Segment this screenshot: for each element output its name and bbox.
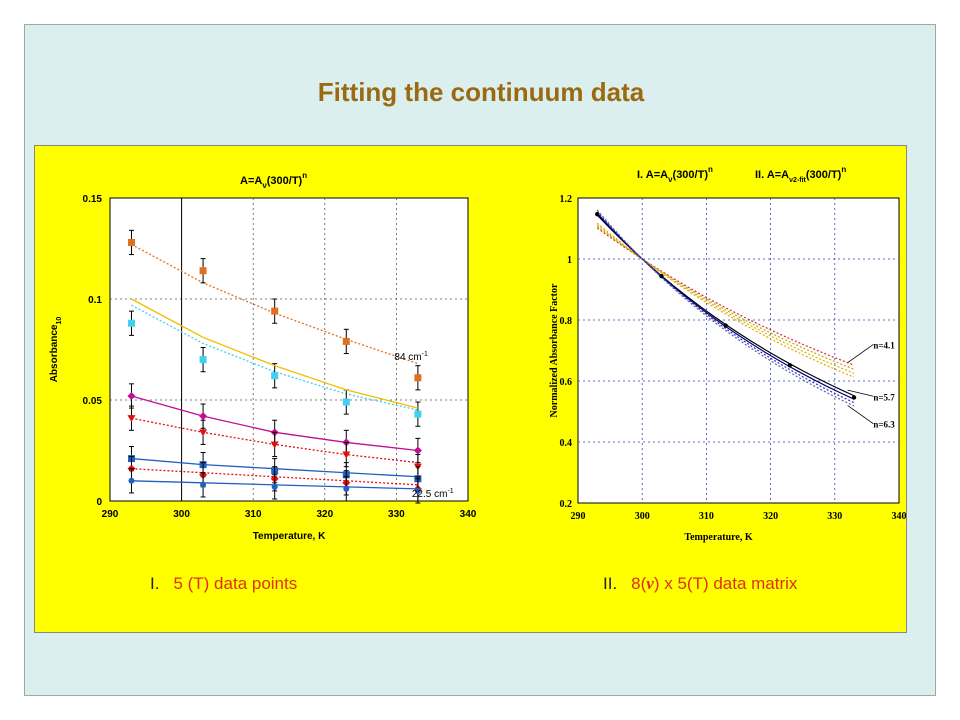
data-point <box>787 363 793 368</box>
data-point <box>199 356 207 364</box>
fit-curve <box>131 298 419 409</box>
caption-right-text-b: ) x 5(T) data matrix <box>653 574 798 593</box>
x-tick-label: 290 <box>102 509 119 520</box>
x-axis-label: Temperature, K <box>253 531 326 542</box>
y-tick-label: 0.2 <box>560 499 573 510</box>
fit-curve <box>131 304 419 411</box>
model-curve <box>596 209 855 407</box>
caption-right: II. 8(ν) x 5(T) data matrix <box>603 574 797 594</box>
data-point <box>342 398 350 406</box>
chart-left-title: A=Aν(300/T)n <box>240 171 307 190</box>
x-tick-label: 300 <box>173 509 190 520</box>
data-point <box>723 323 728 328</box>
annotation-label: 22.5 cm-1 <box>412 488 454 500</box>
x-tick-label: 320 <box>763 511 778 522</box>
data-point <box>127 238 135 246</box>
caption-right-text-a: 8( <box>631 574 647 593</box>
x-tick-label: 310 <box>245 509 262 520</box>
slide-title: Fitting the continuum data <box>317 77 645 107</box>
y-tick-label: 0.15 <box>83 194 103 205</box>
caption-left-number: I. <box>150 574 160 593</box>
x-tick-label: 310 <box>699 511 714 522</box>
data-point <box>271 307 279 315</box>
data-point <box>270 441 279 449</box>
curve-label: n=4.1 <box>873 340 895 350</box>
chart-right-title-II: II. A=Aν2-fit(300/T)n <box>755 165 846 184</box>
data-point <box>199 429 208 437</box>
data-point <box>414 410 422 418</box>
caption-left-text: 5 (T) data points <box>173 574 298 593</box>
fit-curve <box>131 243 419 365</box>
data-point <box>127 415 136 423</box>
label-leader <box>847 405 874 425</box>
chart-left: 290 300 310 320 330 340 0 0.05 0.1 0.15 A=Aν(300/T… <box>49 171 477 542</box>
y-axis-label: Absorbance10 <box>49 317 63 383</box>
y-axis-label: Normalized Absorbance Factor <box>549 283 560 417</box>
model-curve <box>596 222 855 378</box>
x-tick-label: 290 <box>571 511 586 522</box>
figure-panel: 290 300 310 320 330 340 0 0.05 0.1 0.15 A=Aν(300/T… <box>34 145 907 633</box>
data-point <box>851 395 857 400</box>
chart-right-title-I: I. A=Aν(300/T)n <box>637 165 713 184</box>
x-tick-label: 320 <box>316 509 333 520</box>
y-tick-label: 0.1 <box>88 295 102 306</box>
data-point <box>659 273 664 279</box>
x-tick-label: 330 <box>827 511 842 522</box>
data-point <box>595 212 600 217</box>
chart-right: 290 300 310 320 330 340 0.2 0.4 0.6 0.8 1 1.2 I. A=A… <box>549 165 907 543</box>
data-point <box>127 391 136 400</box>
data-point <box>271 483 278 490</box>
y-tick-label: 0.4 <box>560 438 573 449</box>
label-leader <box>847 389 874 397</box>
x-tick-label: 340 <box>892 511 907 522</box>
data-point <box>342 337 350 345</box>
curve-label: n=6.3 <box>873 420 895 430</box>
data-point <box>199 267 207 275</box>
y-tick-label: 0.6 <box>560 377 573 388</box>
data-point <box>200 481 207 488</box>
curve-label: n=5.7 <box>873 392 895 402</box>
y-tick-label: 0.05 <box>83 396 103 407</box>
x-tick-label: 340 <box>460 509 477 520</box>
x-axis-label: Temperature, K <box>684 532 753 543</box>
x-tick-label: 300 <box>635 511 650 522</box>
data-point <box>342 451 351 459</box>
data-point <box>271 372 279 380</box>
y-tick-label: 1 <box>567 255 572 266</box>
data-point <box>414 374 422 382</box>
x-tick-label: 330 <box>388 509 405 520</box>
caption-left: I. 5 (T) data points <box>150 574 297 594</box>
caption-right-number: II. <box>603 574 618 593</box>
data-point <box>343 485 350 492</box>
annotation-label: 84 cm-1 <box>394 351 428 363</box>
data-point <box>413 446 422 455</box>
model-curve <box>596 211 855 404</box>
y-tick-label: 0.8 <box>560 316 573 327</box>
data-point <box>414 487 421 494</box>
caption-right-nu: ν <box>646 574 654 593</box>
y-tick-label: 1.2 <box>560 194 573 205</box>
data-point <box>127 319 135 327</box>
y-tick-label: 0 <box>96 497 102 508</box>
slide: Fitting the continuum data 290 300 310 320 3… <box>24 24 936 696</box>
plot-area-left <box>109 197 469 502</box>
data-point <box>199 412 208 421</box>
label-leader <box>847 344 874 364</box>
data-point <box>128 477 135 484</box>
